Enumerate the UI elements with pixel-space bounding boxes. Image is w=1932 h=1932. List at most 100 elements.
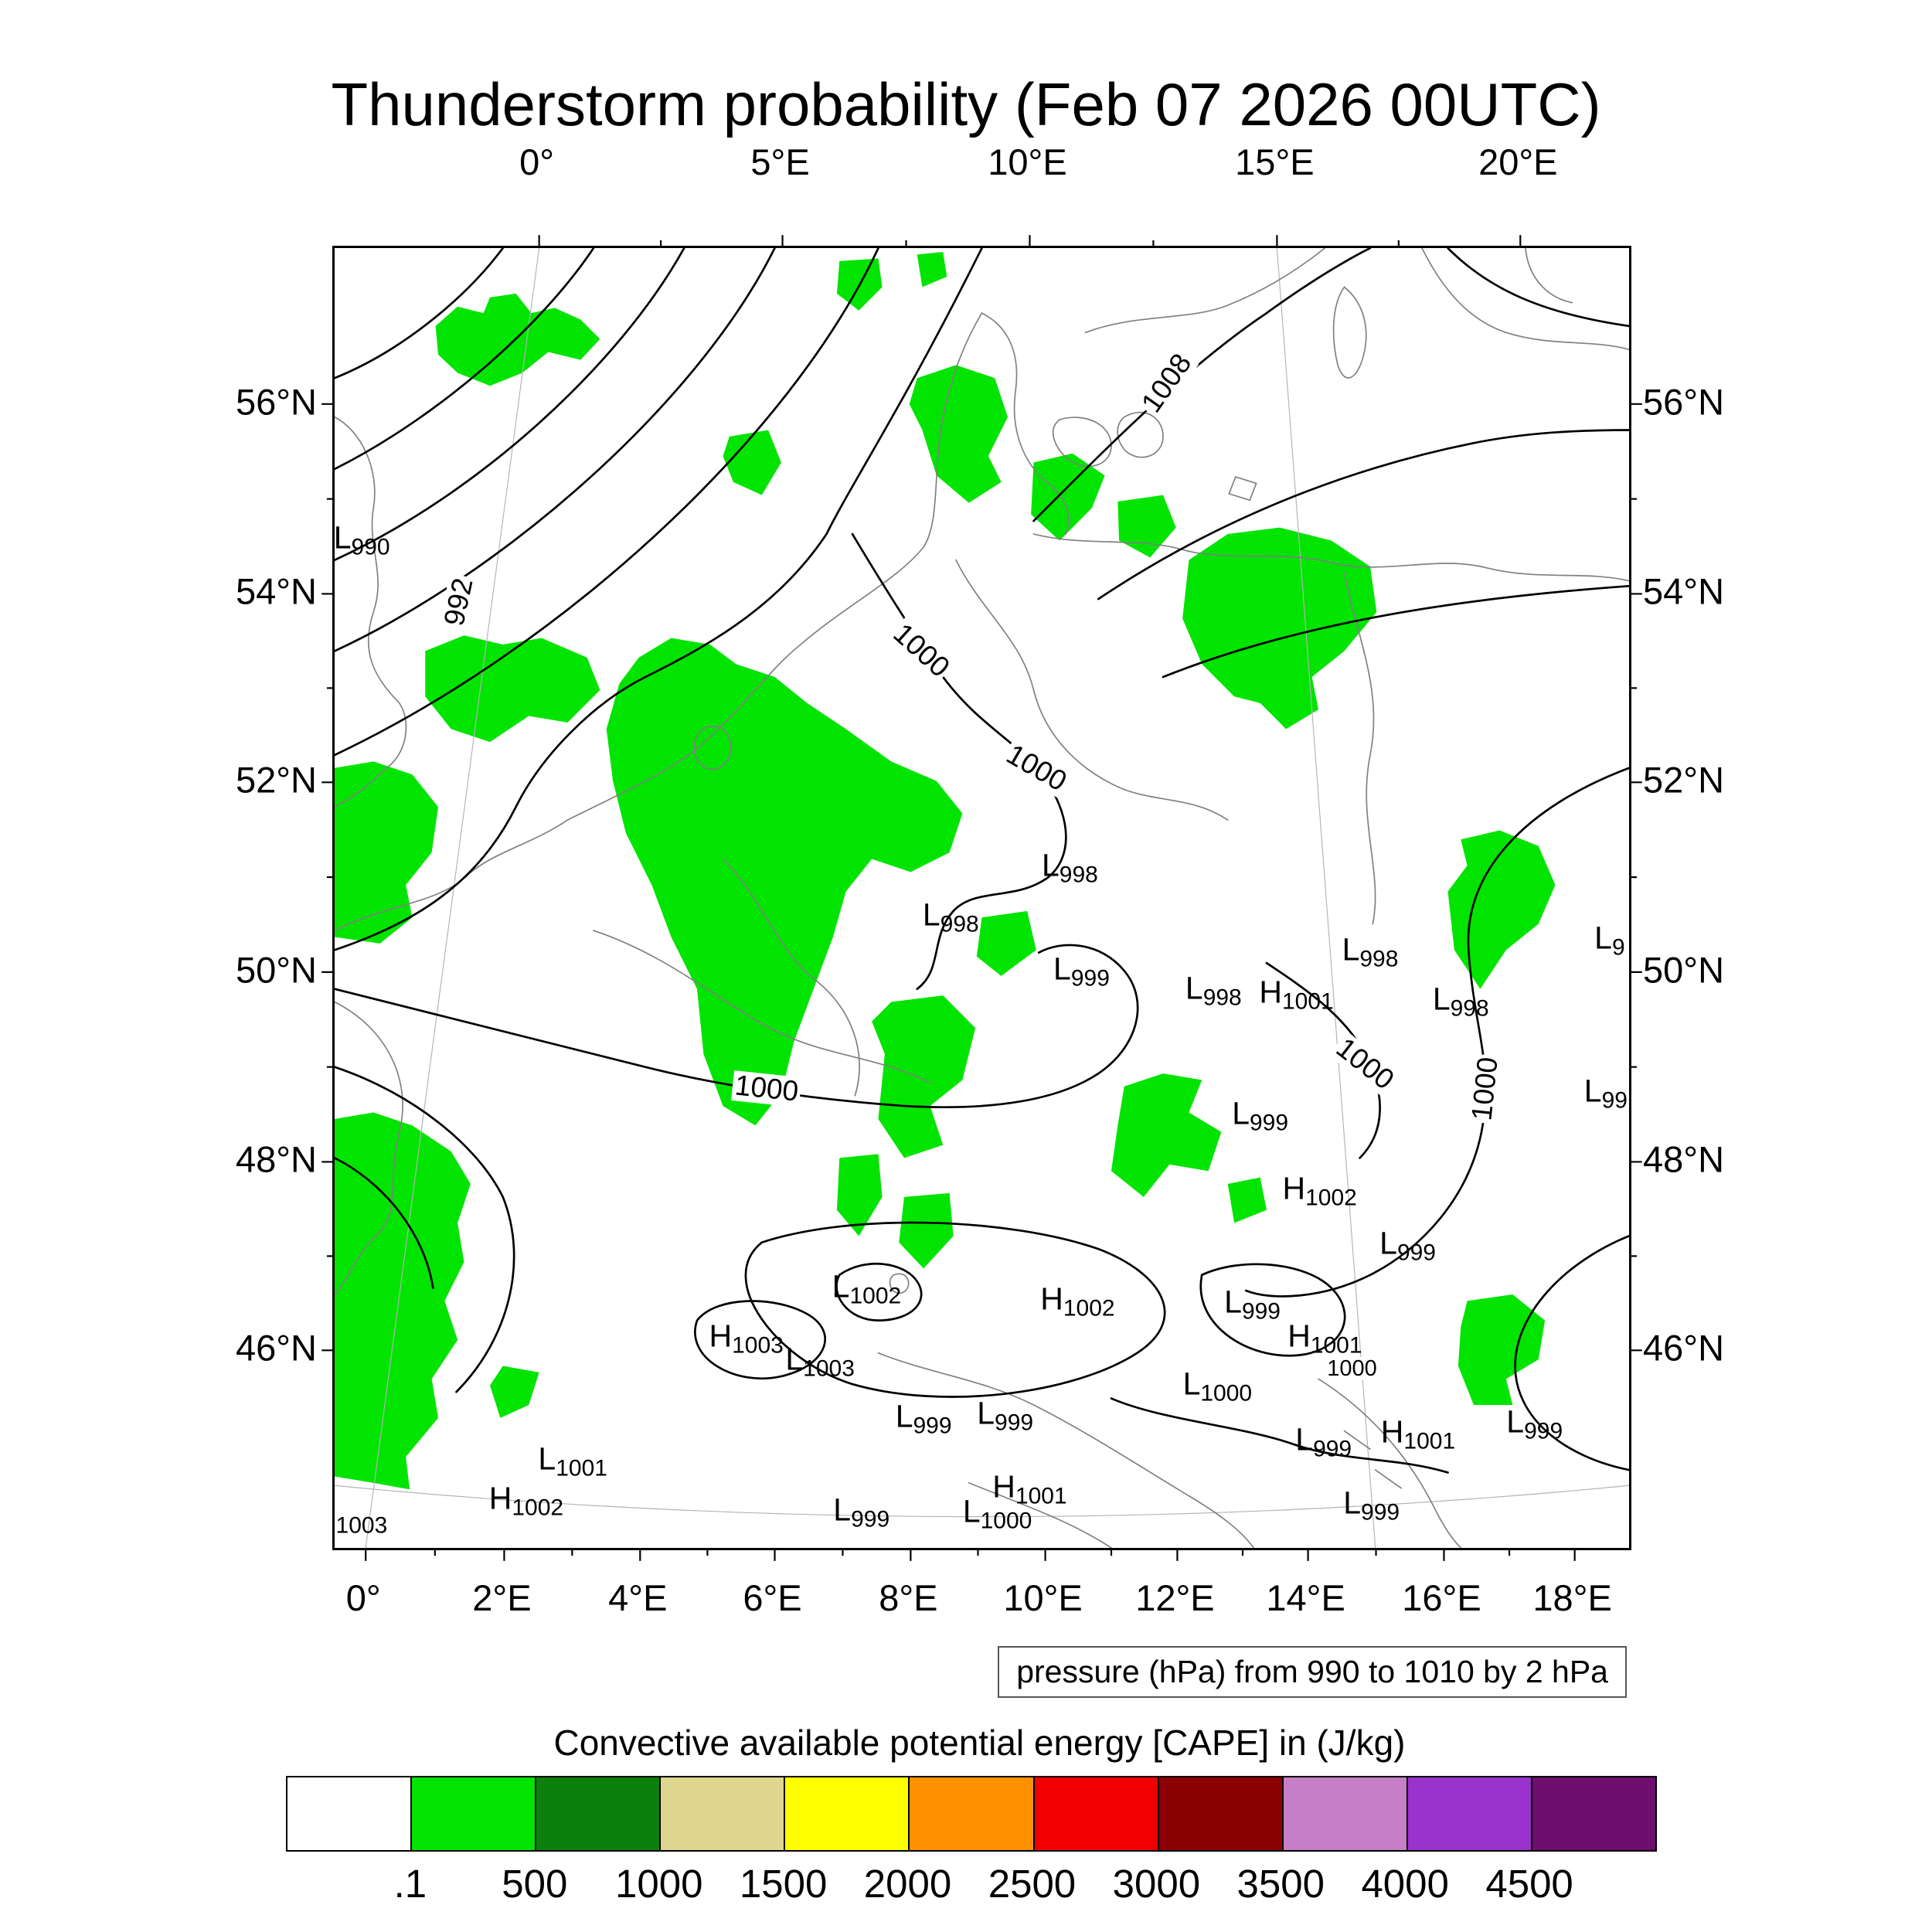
colorbar-tick-label: 2000: [863, 1862, 952, 1906]
pressure-value: 1003: [335, 1512, 388, 1539]
pressure-letter: L: [962, 1493, 981, 1529]
axis-label: 15°E: [1235, 141, 1315, 182]
graticule-line: [365, 248, 540, 1548]
coastline: [1228, 475, 1257, 502]
pressure-centre-label: H1001: [1380, 1413, 1455, 1453]
pressure-contour: [1447, 248, 1629, 328]
coastline: [1374, 1469, 1403, 1489]
pressure-letter: L: [1594, 920, 1612, 956]
coastline: [1318, 1378, 1462, 1548]
coastline: [1117, 411, 1164, 458]
cape-region: [1458, 1294, 1546, 1405]
cape-region: [335, 1112, 471, 1490]
colorbar-tick-label: 4000: [1361, 1862, 1449, 1906]
pressure-contour: [1244, 767, 1629, 1298]
contour-label: 1000: [1325, 1356, 1379, 1380]
colorbar-cell: [410, 1777, 536, 1850]
axis-label: 14°E: [1266, 1577, 1345, 1618]
pressure-letter: L: [1506, 1403, 1525, 1439]
coastline: [955, 559, 1229, 821]
pressure-value: 999: [995, 1410, 1034, 1436]
pressure-letter: H: [1259, 974, 1282, 1010]
pressure-centre-label: L1001: [538, 1440, 607, 1480]
axis-label: 4°E: [608, 1577, 668, 1618]
pressure-value: 1003: [803, 1355, 855, 1382]
axis-label: 5°E: [750, 141, 810, 182]
pressure-contour: [335, 248, 505, 379]
pressure-contour: [335, 1157, 434, 1289]
pressure-centre-label: H1001: [1259, 974, 1333, 1013]
pressure-value: 998: [940, 910, 979, 937]
pressure-centre-label: H1001: [1287, 1319, 1362, 1356]
axis-label: 20°E: [1478, 141, 1558, 182]
coastline: [693, 725, 732, 770]
colorbar-tick-label: 3500: [1236, 1862, 1325, 1906]
pressure-centre-label: L999: [896, 1400, 952, 1437]
coastline: [1332, 286, 1367, 379]
cape-region: [425, 635, 600, 743]
coastline: [1525, 248, 1573, 304]
axis-label: 6°E: [743, 1577, 802, 1618]
pressure-value: 1001: [1281, 988, 1334, 1015]
cape-region: [606, 638, 963, 1126]
pressure-centre-label: L999: [1224, 1286, 1281, 1323]
pressure-letter: L: [1053, 951, 1071, 987]
pressure-contour: [694, 1300, 826, 1380]
coastline: [1421, 248, 1629, 351]
coastline: [1084, 248, 1326, 334]
axis-label: 48°N: [235, 1138, 317, 1180]
pressure-value: 1002: [849, 1283, 902, 1309]
coastline: [335, 416, 407, 808]
pressure-centre-label: L998: [1042, 849, 1098, 886]
pressure-centre-label: H1001: [992, 1471, 1066, 1508]
axis-label: 0°: [519, 141, 555, 182]
cape-region: [836, 1154, 883, 1236]
pressure-contour: [1199, 1263, 1346, 1357]
pressure-contour: [1514, 1234, 1629, 1471]
pressure-contour: [1097, 429, 1629, 600]
pressure-value: 999: [913, 1413, 952, 1439]
pressure-letter: H: [1380, 1413, 1404, 1450]
pressure-value: 999: [851, 1506, 890, 1532]
pressure-letter: L: [832, 1268, 850, 1304]
pressure-centre-label: L998: [1342, 931, 1399, 971]
colorbar-tick-label: 500: [502, 1862, 568, 1906]
pressure-letter: L: [1295, 1421, 1314, 1458]
colorbar-cell: [1032, 1777, 1158, 1850]
cape-region: [490, 1366, 539, 1418]
graticule-line: [1276, 248, 1376, 1548]
axis-label: 18°E: [1532, 1577, 1612, 1618]
axis-right-labels: 56°N 54°N 52°N 50°N 48°N 46°N: [1643, 246, 1798, 1546]
colorbar-cell: [1530, 1777, 1656, 1850]
pressure-centre-label: H1002: [1040, 1283, 1114, 1320]
coastline: [968, 1482, 1112, 1548]
colorbar-cell: [1157, 1777, 1282, 1850]
pressure-value: 1000: [980, 1508, 1032, 1534]
cape-region: [723, 430, 781, 495]
coastline: [889, 1273, 910, 1294]
axis-label: 52°N: [235, 759, 317, 801]
pressure-letter: L: [538, 1440, 556, 1477]
axis-label: 48°N: [1643, 1138, 1725, 1180]
pressure-value: 1000: [1200, 1380, 1253, 1406]
pressure-centre-label: L999: [1343, 1487, 1400, 1524]
pressure-contour: [335, 944, 1139, 1109]
cape-region: [872, 995, 976, 1158]
pressure-value: 1002: [512, 1495, 564, 1521]
pressure-contour: [1032, 248, 1372, 522]
coastline: [877, 1352, 1255, 1548]
cape-region: [899, 1192, 954, 1269]
pressure-centre-label: L999: [977, 1397, 1033, 1434]
pressure-contour: [1162, 584, 1629, 679]
pressure-contour: [335, 1066, 515, 1393]
axis-bottom-labels: 0° 2°E 4°E 6°E 8°E 10°E 12°E 14°E 16°E 18°E: [332, 1577, 1627, 1618]
axis-label: 10°E: [988, 141, 1067, 182]
pressure-centre-label: H1002: [1282, 1172, 1356, 1209]
cape-region: [1447, 830, 1556, 989]
pressure-letter: L: [1185, 970, 1203, 1006]
colorbar-tick-label: 4500: [1485, 1862, 1573, 1906]
pressure-centre-label: L999: [1053, 951, 1110, 990]
map-plot: 992 1008 1000 1000 1000 1000 1000 1000 L990 L998…: [321, 235, 1642, 1561]
cape-colorbar-labels: .1 500 1000 1500 2000 2500 3000 3500 4000 4500: [286, 1861, 1654, 1907]
pressure-letter: L: [1342, 931, 1360, 968]
